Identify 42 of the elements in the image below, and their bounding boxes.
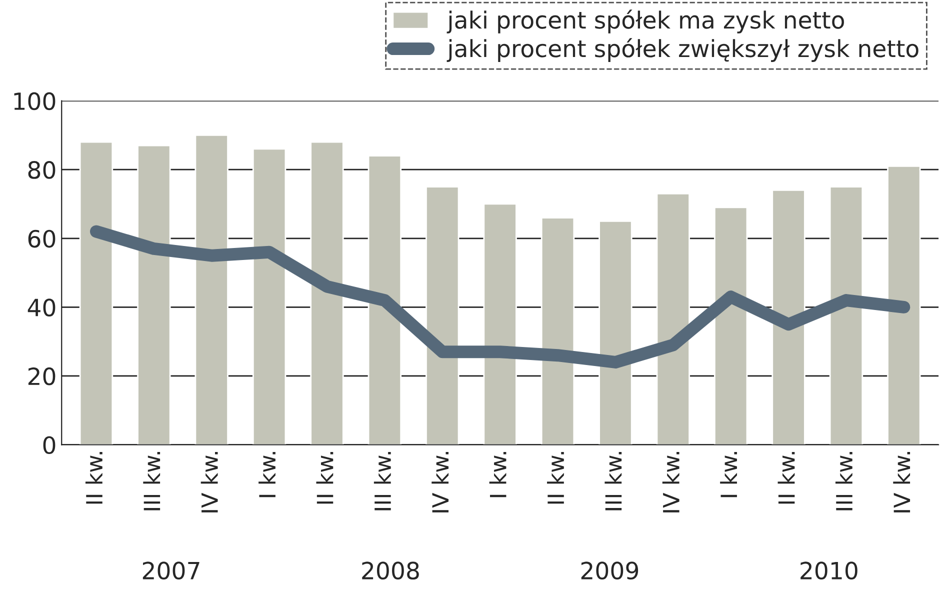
bar xyxy=(483,203,517,445)
bar xyxy=(656,192,690,445)
x-tick-label: III kw. xyxy=(604,452,622,510)
x-tick-label: II kw. xyxy=(85,452,102,504)
y-tick-label: 0 xyxy=(43,436,56,454)
bar xyxy=(714,206,748,445)
bar xyxy=(540,217,575,445)
bar xyxy=(426,186,460,445)
y-tick-label: 80 xyxy=(28,161,56,179)
x-tick-label: I kw. xyxy=(489,452,506,498)
bar xyxy=(368,155,402,445)
text: 2009 xyxy=(581,562,638,580)
x-tick-label: IV kw. xyxy=(200,452,218,512)
y-tick-label: 20 xyxy=(28,367,56,386)
bar xyxy=(829,186,864,445)
legend-label: jaki procent spółek zwiększył zysk netto xyxy=(446,38,918,62)
x-tick-label: I kw. xyxy=(720,452,737,498)
bar xyxy=(137,144,171,445)
x-tick-label: IV kw. xyxy=(893,452,910,512)
bar xyxy=(887,165,921,445)
x-tick-label: II kw. xyxy=(778,452,795,504)
text: 2007 xyxy=(142,562,200,580)
bar xyxy=(772,190,806,445)
bar xyxy=(194,134,228,445)
x-tick-label: III kw. xyxy=(143,452,160,510)
x-tick-label: IV kw. xyxy=(662,452,680,512)
legend-label: jaki procent spółek ma zysk netto xyxy=(446,10,844,34)
x-tick-label: III kw. xyxy=(374,452,391,510)
y-tick-label: 100 xyxy=(14,92,56,110)
bar xyxy=(252,148,286,445)
bar xyxy=(598,220,632,445)
x-tick-label: II kw. xyxy=(547,452,564,504)
text: 2010 xyxy=(800,562,858,580)
bar xyxy=(79,141,114,445)
bar xyxy=(310,141,344,445)
text: 2008 xyxy=(362,562,419,580)
x-tick-label: I kw. xyxy=(258,452,276,498)
x-tick-label: IV kw. xyxy=(432,452,449,512)
y-tick-label: 60 xyxy=(28,230,56,248)
x-tick-label: II kw. xyxy=(316,452,334,504)
y-tick-label: 40 xyxy=(28,298,56,316)
x-tick-label: III kw. xyxy=(835,452,852,510)
